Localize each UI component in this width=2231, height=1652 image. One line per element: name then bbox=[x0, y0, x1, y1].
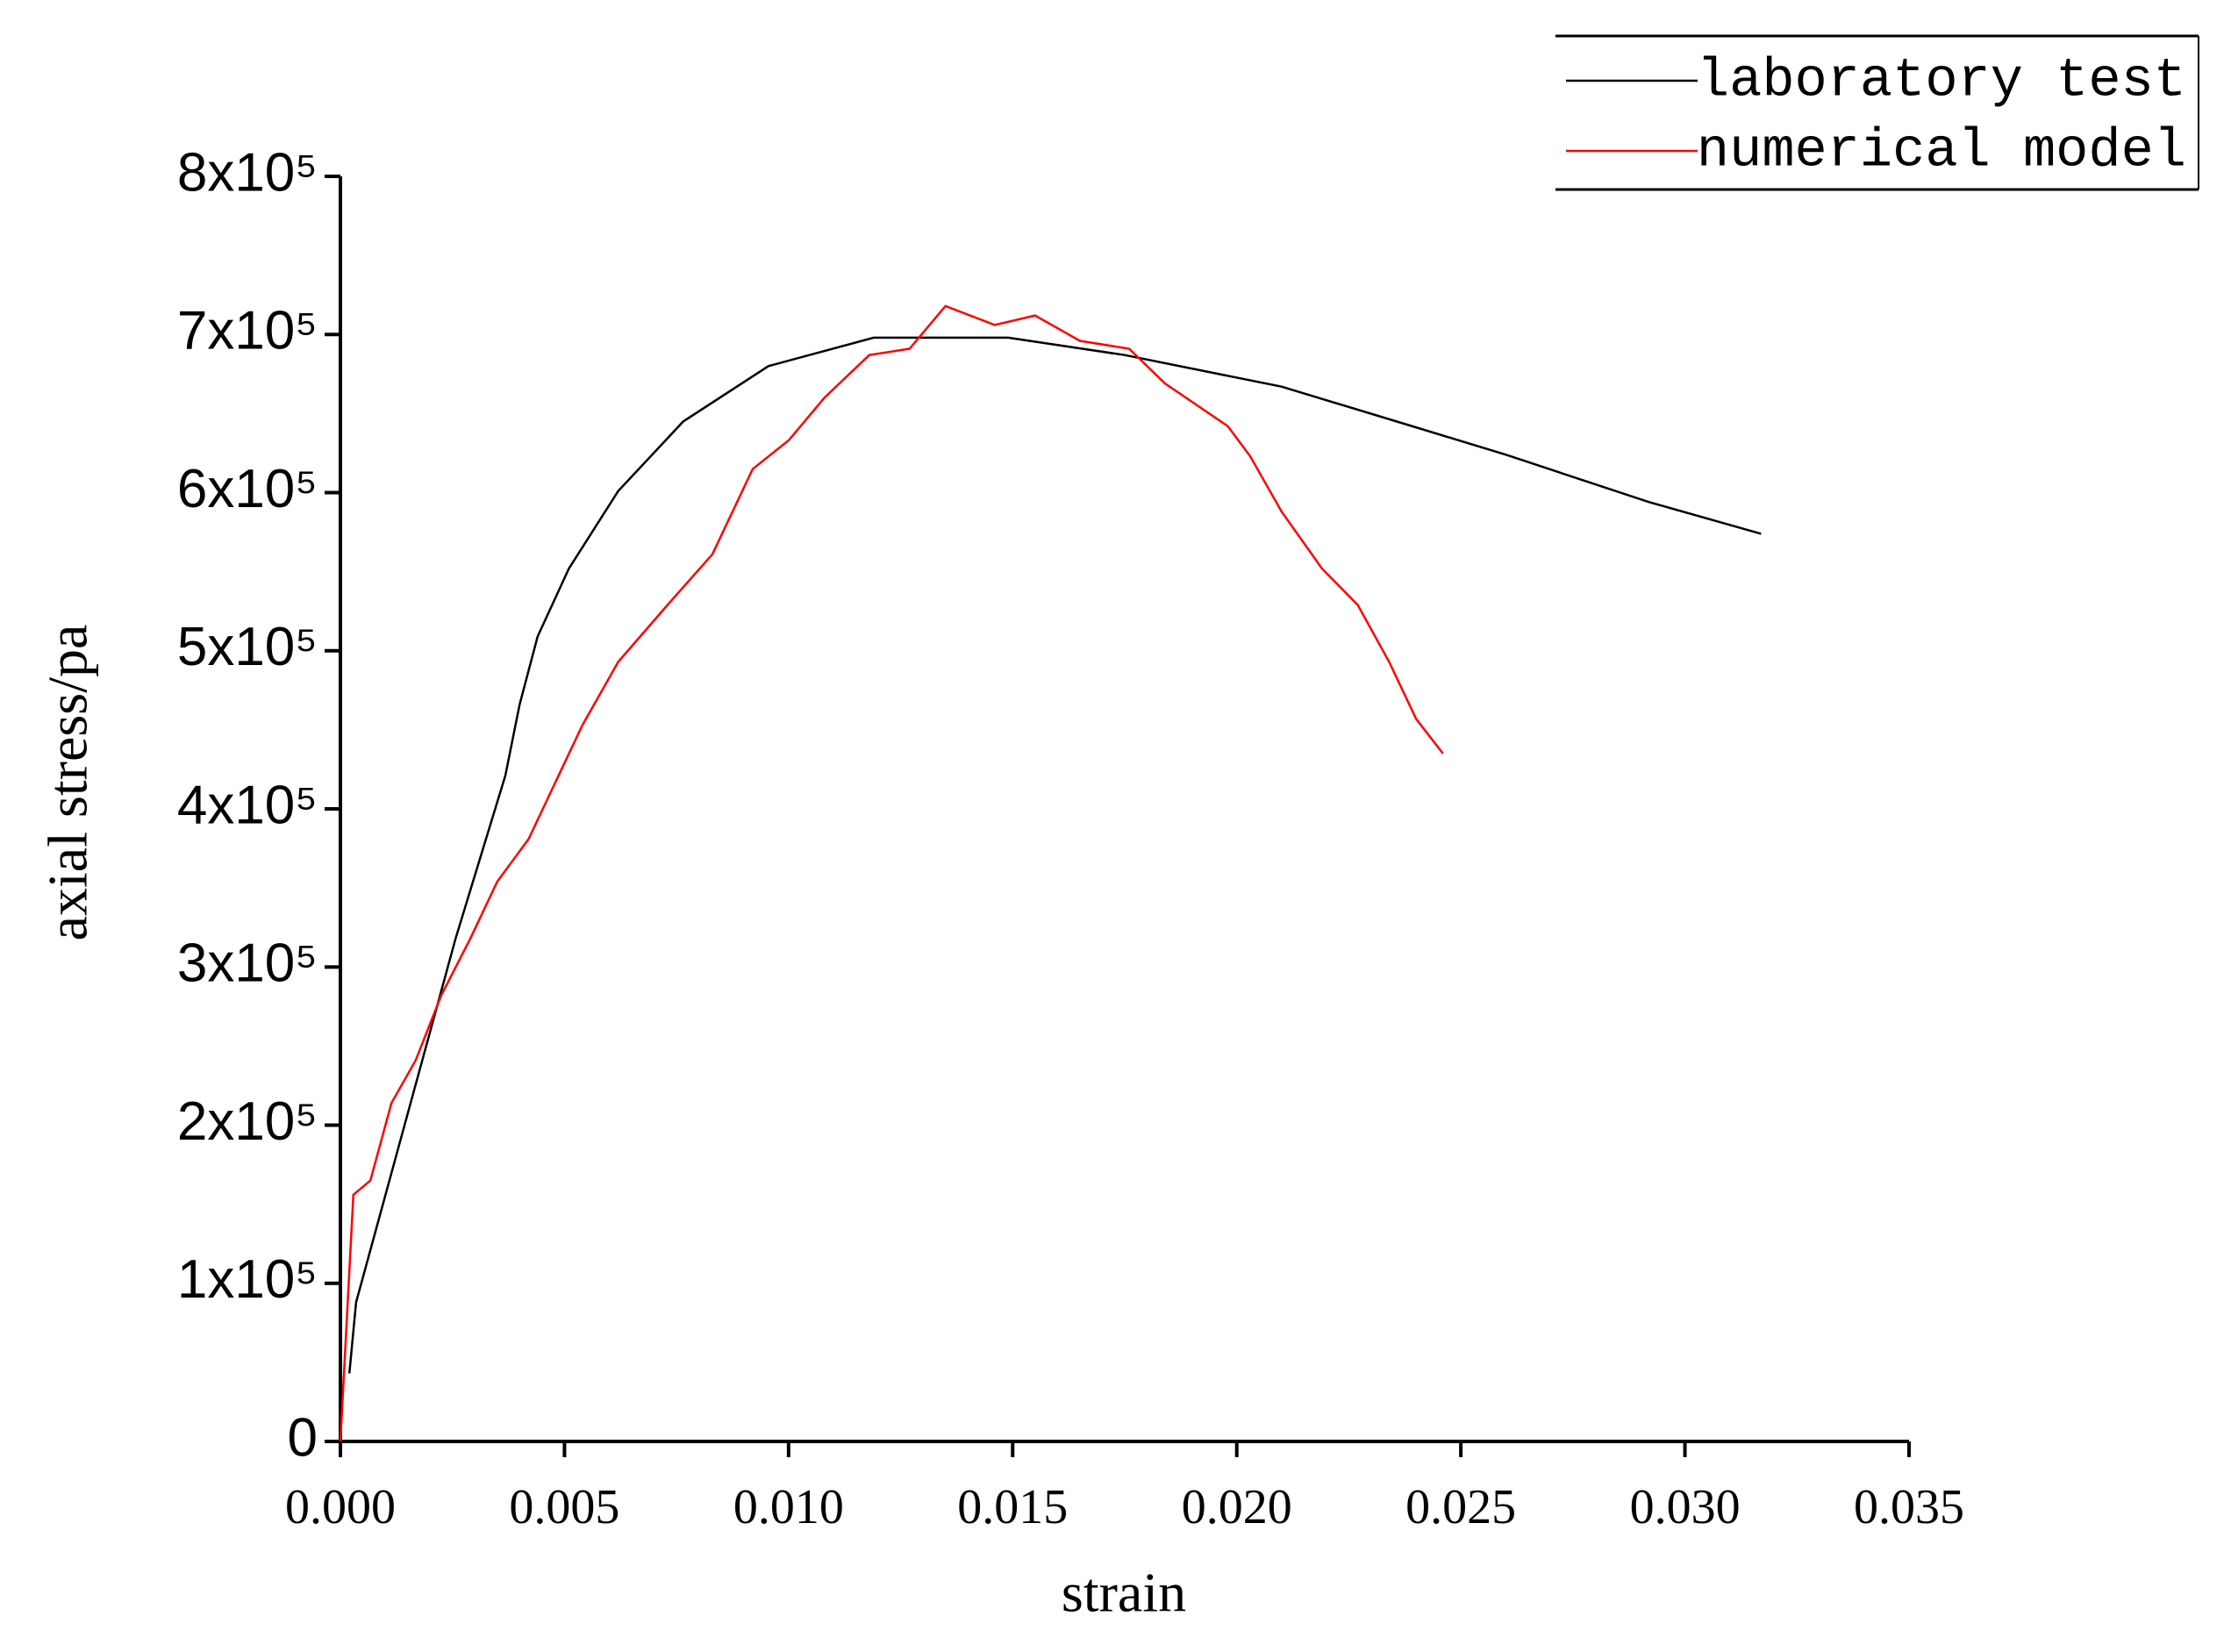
y-tick-label: 5x10⁵ bbox=[177, 617, 318, 677]
y-tick-label: 2x10⁵ bbox=[177, 1091, 318, 1152]
y-tick-label: 0 bbox=[288, 1407, 318, 1468]
x-tick-label: 0.035 bbox=[1854, 1480, 1964, 1534]
y-tick-label: 4x10⁵ bbox=[177, 775, 318, 835]
x-tick-label: 0.010 bbox=[733, 1480, 844, 1534]
y-tick-label: 7x10⁵ bbox=[177, 301, 318, 361]
x-tick-label: 0.025 bbox=[1405, 1480, 1516, 1534]
series-line bbox=[339, 304, 1444, 1442]
x-tick-label: 0.030 bbox=[1630, 1480, 1741, 1534]
legend-label: numerical model bbox=[1697, 119, 2186, 182]
legend-label: laboratory test bbox=[1697, 49, 2186, 111]
y-tick-label: 6x10⁵ bbox=[177, 459, 318, 519]
y-tick-label: 1x10⁵ bbox=[177, 1249, 318, 1310]
x-axis-label: strain bbox=[1062, 1562, 1186, 1624]
x-tick-label: 0.005 bbox=[509, 1480, 619, 1534]
y-tick-label: 8x10⁵ bbox=[177, 142, 318, 203]
y-tick-label: 3x10⁵ bbox=[177, 933, 318, 994]
x-tick-label: 0.000 bbox=[285, 1480, 396, 1534]
x-tick-label: 0.015 bbox=[957, 1480, 1068, 1534]
x-tick-label: 0.020 bbox=[1182, 1480, 1292, 1534]
y-axis-label: axial stress/pa bbox=[37, 625, 99, 941]
series-line bbox=[347, 336, 1762, 1374]
